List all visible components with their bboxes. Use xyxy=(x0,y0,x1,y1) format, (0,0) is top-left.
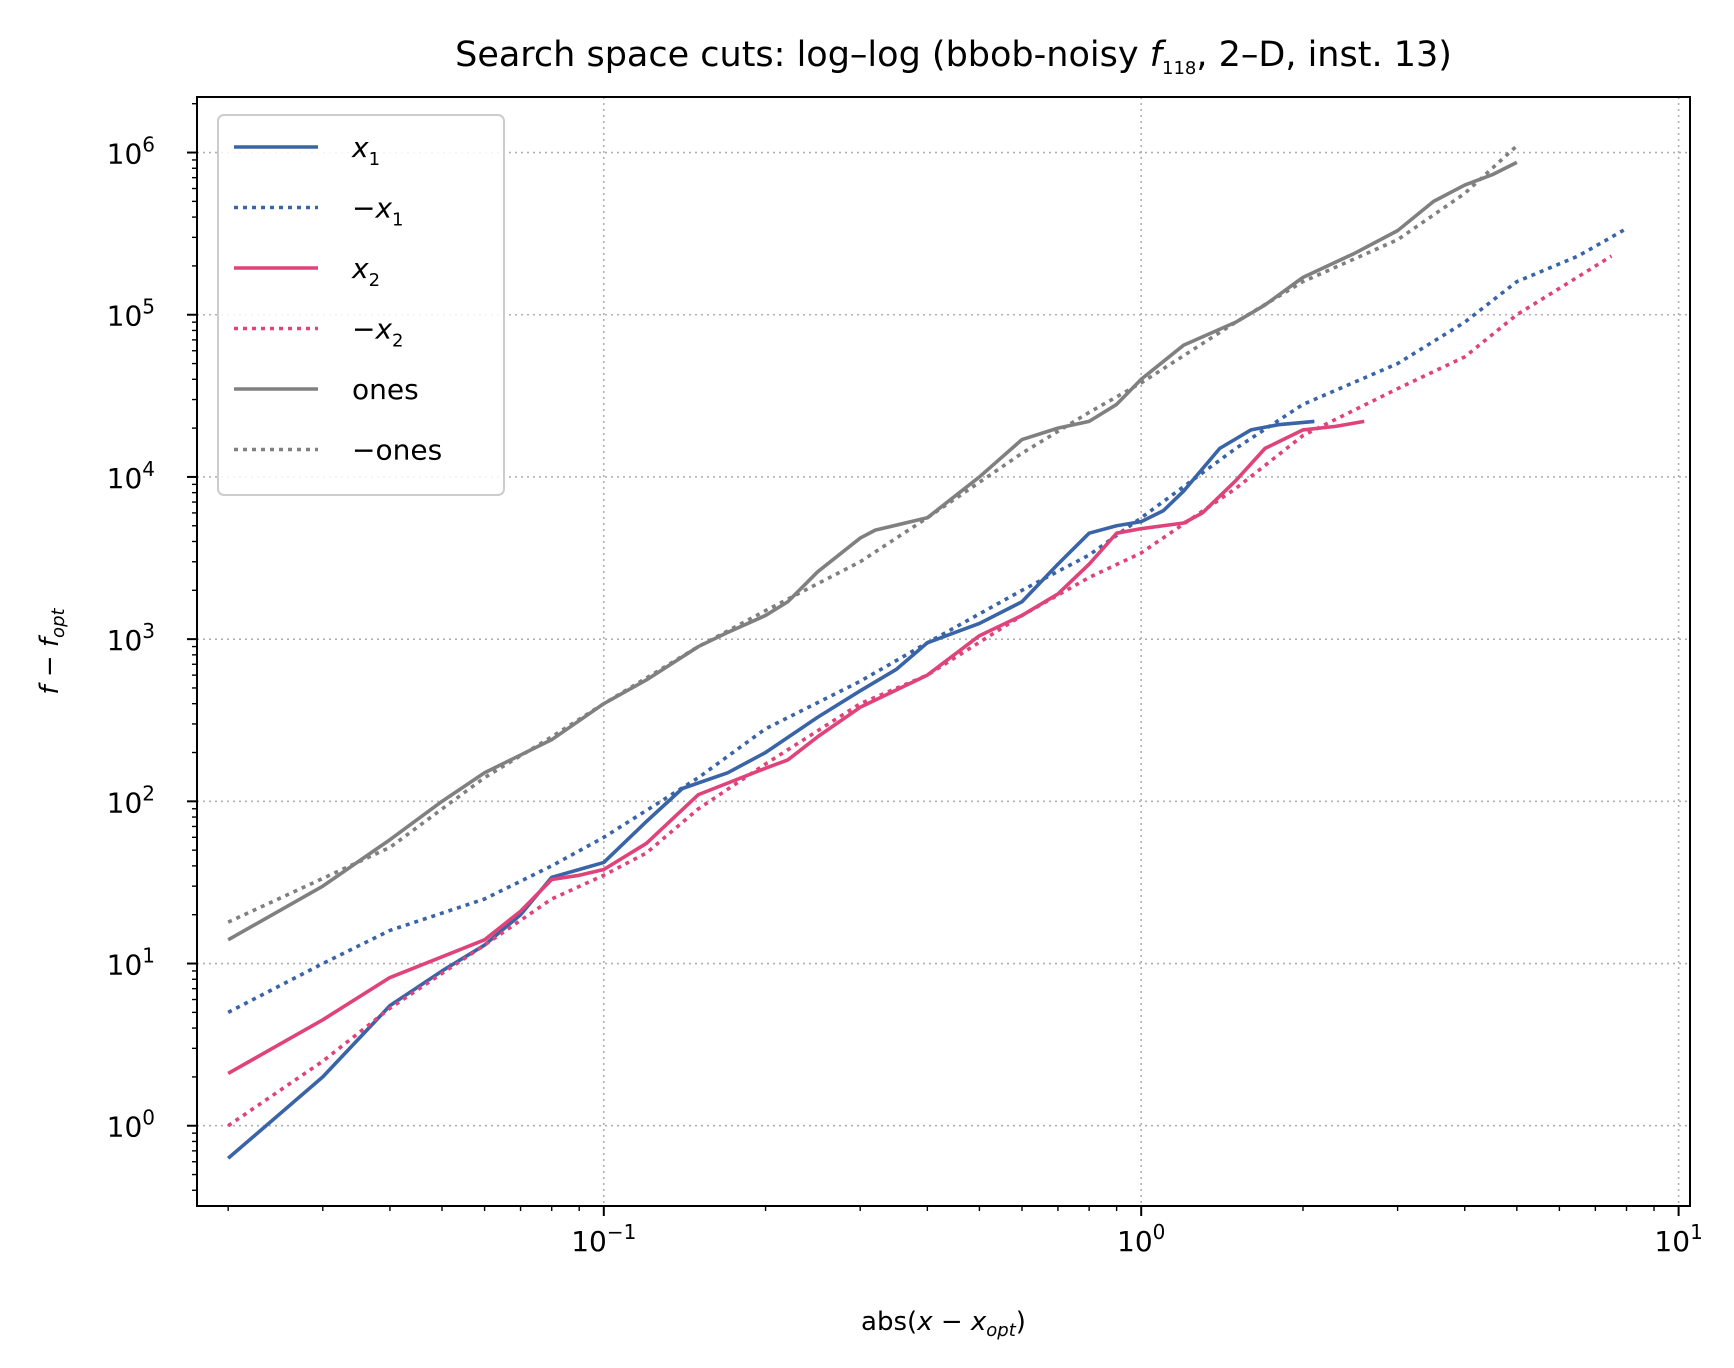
legend-label: −x2 xyxy=(352,313,404,352)
xlabel-suffix: ) xyxy=(1016,1307,1026,1337)
title-prefix: Search space cuts: log–log (bbob-noisy xyxy=(455,35,1150,75)
ylabel-minus: − xyxy=(35,647,65,685)
legend: x1 −x1 x2 −x2 ones −ones xyxy=(217,114,505,496)
xlabel-var: x xyxy=(916,1307,933,1337)
legend-label: ones xyxy=(352,373,419,406)
title-suffix: , 2–D, inst. 13) xyxy=(1196,35,1452,75)
x-axis-label: abs(x − xopt) xyxy=(861,1307,1026,1341)
x-tick-label: 10−1 xyxy=(571,1220,636,1258)
y-tick-label: 100 xyxy=(107,1106,155,1144)
x-tick-label: 100 xyxy=(1117,1220,1165,1258)
title-f-sub: 118 xyxy=(1162,58,1196,79)
legend-label: −ones xyxy=(352,434,442,467)
legend-label: x1 xyxy=(351,131,380,170)
chart-title: Search space cuts: log–log (bbob-noisy f… xyxy=(455,35,1452,79)
xlabel-var2: x xyxy=(970,1307,987,1337)
series-line-x1 xyxy=(226,419,1315,1160)
y-tick-label: 103 xyxy=(107,619,155,657)
series-line-neg-x2 xyxy=(227,254,1613,1128)
grid xyxy=(197,97,1690,1206)
series-line-ones xyxy=(227,160,1518,942)
series-line-neg-x1 xyxy=(227,226,1628,1014)
ticks: 10−1 100 101 100 101 102 103 104 105 106 xyxy=(107,103,1703,1258)
y-tick-label: 104 xyxy=(107,457,155,495)
xlabel-sub: opt xyxy=(986,1320,1016,1341)
y-tick-label: 102 xyxy=(107,781,155,819)
series-line-x2 xyxy=(227,419,1365,1076)
y-tick-label: 101 xyxy=(107,944,155,982)
plot-frame xyxy=(196,96,1691,1207)
x-tick-label: 101 xyxy=(1654,1220,1702,1258)
legend-label: −x1 xyxy=(352,192,404,231)
y-tick-label: 106 xyxy=(107,133,155,171)
ylabel-sub: opt xyxy=(48,607,69,637)
y-axis-label: f − fopt xyxy=(35,607,69,694)
xlabel-prefix: abs( xyxy=(861,1307,917,1337)
series-line-neg-ones xyxy=(227,144,1519,924)
y-tick-label: 105 xyxy=(107,295,155,333)
legend-box xyxy=(217,114,505,496)
xlabel-minus: − xyxy=(933,1307,971,1337)
legend-label: x2 xyxy=(351,252,380,291)
series-lines xyxy=(226,144,1628,1160)
